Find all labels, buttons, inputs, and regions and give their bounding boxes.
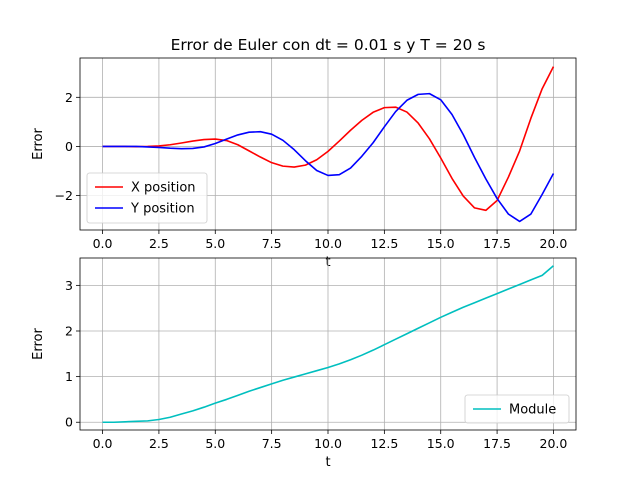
x-tick-label: 5.0 — [205, 236, 225, 251]
legend-entry: Y position — [130, 202, 195, 217]
x-tick-label: 7.5 — [262, 236, 282, 251]
x-tick-label: 7.5 — [262, 436, 282, 451]
y-tick-label: 1 — [65, 369, 73, 384]
y-tick-label: −2 — [55, 188, 73, 203]
axes-1: X position Y position — [76, 57, 577, 234]
legend-box — [464, 394, 570, 424]
x-tick-label: 0.0 — [93, 436, 113, 451]
x-tick-label: 10.0 — [314, 436, 342, 451]
x-tick-label: 12.5 — [370, 236, 398, 251]
y-tick-label: 2 — [65, 90, 73, 105]
x-tick-label: 12.5 — [370, 436, 398, 451]
x-tick-label: 15.0 — [427, 436, 455, 451]
legend: X position Y position — [86, 172, 208, 224]
series-line-module — [102, 265, 554, 424]
x-tick-label: 20.0 — [540, 236, 568, 251]
x-tick-label: 0.0 — [93, 236, 113, 251]
y-axis-label: Error — [31, 128, 46, 160]
y-tick-label: 3 — [65, 278, 73, 293]
legend: Module — [464, 394, 570, 424]
axes-2: Module — [76, 257, 577, 434]
chart-title: Error de Euler con dt = 0.01 s y T = 20 … — [171, 36, 486, 54]
x-tick-label: 15.0 — [427, 236, 455, 251]
y-tick-label: 2 — [65, 323, 73, 338]
legend-entry: Module — [509, 403, 556, 418]
series-line-y-position — [102, 92, 555, 223]
y-tick-label: 0 — [65, 139, 73, 154]
y-axis-label: Error — [31, 328, 46, 360]
x-tick-label: 17.5 — [483, 236, 511, 251]
y-tick-label: 0 — [65, 415, 73, 430]
legend-entry: X position — [131, 181, 196, 196]
series-line-x-position — [102, 66, 555, 212]
x-axis-label: t — [325, 455, 330, 470]
x-tick-label: 2.5 — [149, 436, 169, 451]
x-tick-label: 20.0 — [540, 436, 568, 451]
x-tick-label: 5.0 — [205, 436, 225, 451]
legend-box — [86, 172, 208, 224]
x-tick-label: 17.5 — [483, 436, 511, 451]
x-tick-label: 10.0 — [314, 236, 342, 251]
x-tick-label: 2.5 — [149, 236, 169, 251]
